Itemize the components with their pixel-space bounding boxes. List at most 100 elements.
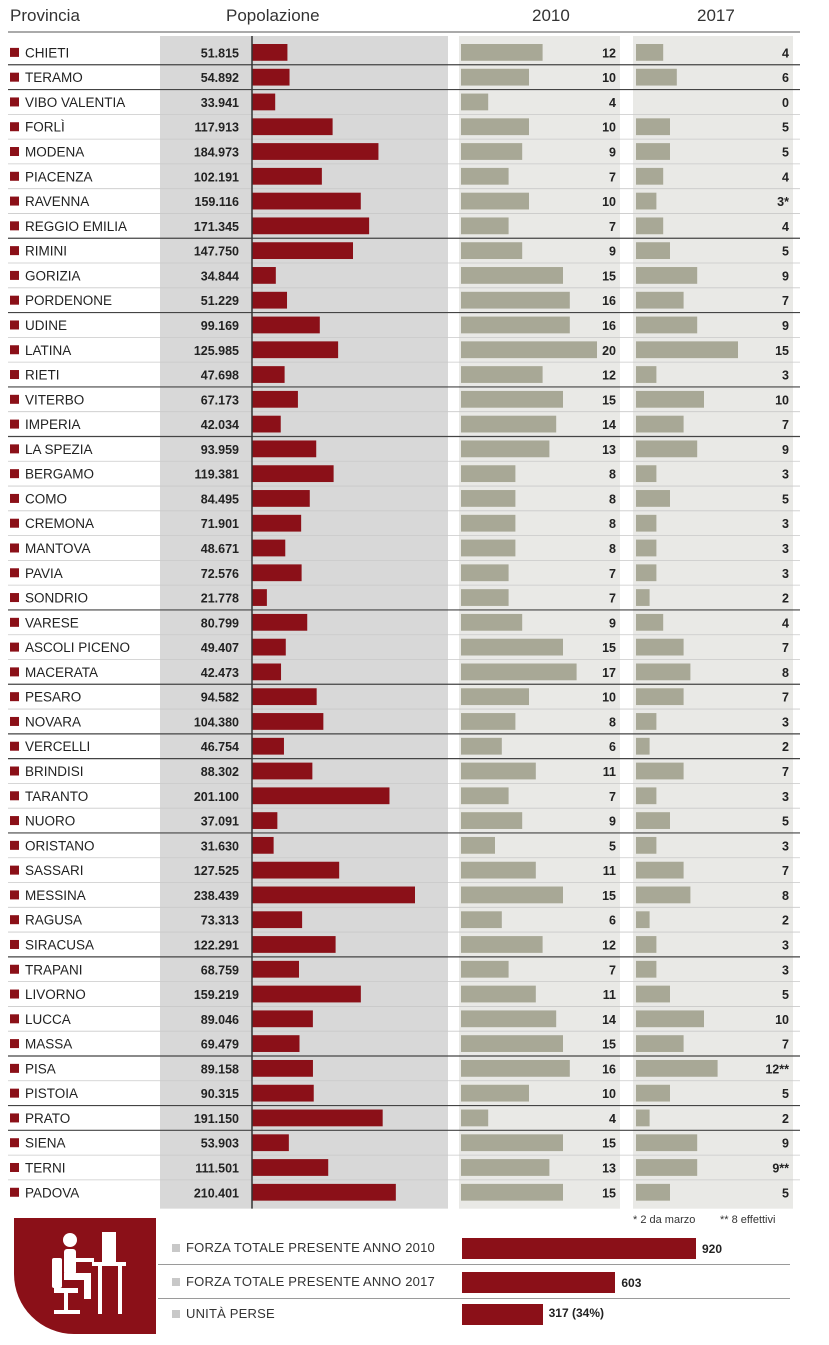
- footnote-effettivi: ** 8 effettivi: [720, 1214, 776, 1226]
- row-marker: [10, 741, 19, 751]
- row-marker: [10, 642, 19, 652]
- force-2010-label: 16: [602, 1062, 616, 1076]
- force-2010-label: 8: [609, 468, 616, 482]
- force-2010-label: 10: [602, 71, 616, 85]
- force-2017-bar: [636, 688, 684, 706]
- table-row: MACERATA 42.473 17 8: [10, 663, 789, 681]
- row-marker: [10, 493, 19, 503]
- force-2017-label: 3: [782, 839, 789, 853]
- force-2010-bar: [461, 638, 563, 656]
- population-label: 99.169: [201, 319, 239, 333]
- table-row: UDINE 99.169 16 9: [10, 316, 789, 334]
- force-2010-label: 5: [609, 839, 616, 853]
- force-2017-bar: [636, 539, 657, 557]
- population-label: 53.903: [201, 1137, 239, 1151]
- force-2010-label: 15: [602, 393, 616, 407]
- population-bar: [252, 688, 317, 706]
- population-label: 80.799: [201, 616, 239, 630]
- row-marker: [10, 543, 19, 553]
- population-label: 42.034: [201, 418, 239, 432]
- table-row: VIBO VALENTIA 33.941 4 0: [10, 93, 789, 111]
- force-2010-bar: [461, 366, 543, 383]
- row-marker: [10, 568, 19, 578]
- province-name: MESSINA: [25, 888, 86, 903]
- table-row: SASSARI 127.525 11 7: [10, 861, 789, 879]
- force-2017-label: 5: [782, 815, 789, 829]
- summary-divider: [158, 1264, 790, 1265]
- force-2017-label: 9**: [772, 1161, 789, 1175]
- population-bar: [252, 1010, 313, 1028]
- force-2010-label: 16: [602, 319, 616, 333]
- population-label: 34.844: [201, 269, 239, 283]
- force-2010-bar: [461, 688, 529, 706]
- province-name: RAVENNA: [25, 194, 89, 209]
- force-2017-label: 7: [782, 294, 789, 308]
- table-row: PRATO 191.150 4 2: [10, 1109, 789, 1127]
- table-row: TRAPANI 68.759 7 3: [10, 960, 789, 978]
- table-row: MASSA 69.479 15 7: [10, 1035, 789, 1052]
- force-2017-bar: [636, 68, 677, 86]
- table-row: CHIETI 51.815 12 4: [10, 44, 789, 61]
- table-row: ASCOLI PICENO 49.407 15 7: [10, 638, 789, 656]
- force-2017-bar: [636, 1159, 698, 1176]
- population-bar: [252, 1134, 289, 1152]
- force-2017-bar: [636, 490, 670, 507]
- header-2017: 2017: [697, 6, 735, 25]
- force-2010-bar: [461, 514, 516, 532]
- population-label: 125.985: [194, 344, 239, 358]
- population-bar: [252, 341, 339, 359]
- force-2017-label: 7: [782, 1038, 789, 1052]
- force-2010-label: 11: [603, 864, 616, 878]
- force-2017-bar: [636, 192, 657, 210]
- force-2010-bar: [461, 589, 509, 606]
- population-bar: [252, 291, 288, 309]
- province-name: FORLÌ: [25, 120, 65, 135]
- row-marker: [10, 518, 19, 528]
- force-2017-bar: [636, 291, 684, 309]
- force-2017-bar: [636, 985, 670, 1003]
- population-label: 67.173: [201, 393, 239, 407]
- force-2017-label: 6: [782, 71, 789, 85]
- force-2017-label: 12**: [765, 1062, 789, 1076]
- population-label: 90.315: [201, 1087, 239, 1101]
- row-marker: [10, 840, 19, 850]
- force-2017-label: 7: [782, 641, 789, 655]
- row-marker: [10, 246, 19, 256]
- population-label: 89.046: [201, 1013, 239, 1027]
- province-name: IMPERIA: [25, 417, 81, 432]
- province-name: TERNI: [25, 1160, 66, 1175]
- row-marker: [10, 469, 19, 479]
- summary-marker-2017: [172, 1278, 180, 1286]
- force-2010-bar: [461, 985, 536, 1003]
- force-2017-label: 9: [782, 319, 789, 333]
- population-bar: [252, 192, 361, 210]
- province-name: MACERATA: [25, 665, 98, 680]
- population-bar: [252, 663, 282, 681]
- population-bar: [252, 1109, 383, 1127]
- force-2017-bar: [636, 589, 650, 606]
- summary-value-2017: 603: [621, 1276, 642, 1290]
- force-2017-bar: [636, 217, 664, 235]
- population-label: 184.973: [194, 146, 239, 160]
- row-marker: [10, 1138, 19, 1148]
- force-2010-label: 15: [602, 889, 616, 903]
- population-label: 122.291: [194, 938, 239, 952]
- row-marker: [10, 989, 19, 999]
- population-bar: [252, 960, 300, 978]
- force-2017-bar: [636, 1059, 718, 1077]
- summary-marker-lost: [172, 1310, 180, 1318]
- force-2010-bar: [461, 539, 516, 557]
- population-bar: [252, 762, 313, 780]
- population-bar: [252, 1059, 313, 1077]
- row-marker: [10, 97, 19, 107]
- force-2010-bar: [461, 341, 597, 359]
- force-2010-label: 9: [609, 815, 616, 829]
- row-marker: [10, 122, 19, 132]
- table-row: MESSINA 238.439 15 8: [10, 886, 789, 904]
- table-row: BERGAMO 119.381 8 3: [10, 465, 789, 483]
- row-marker: [10, 270, 19, 280]
- force-2017-bar: [636, 390, 704, 408]
- table-row: COMO 84.495 8 5: [10, 490, 789, 507]
- force-2017-label: 9: [782, 443, 789, 457]
